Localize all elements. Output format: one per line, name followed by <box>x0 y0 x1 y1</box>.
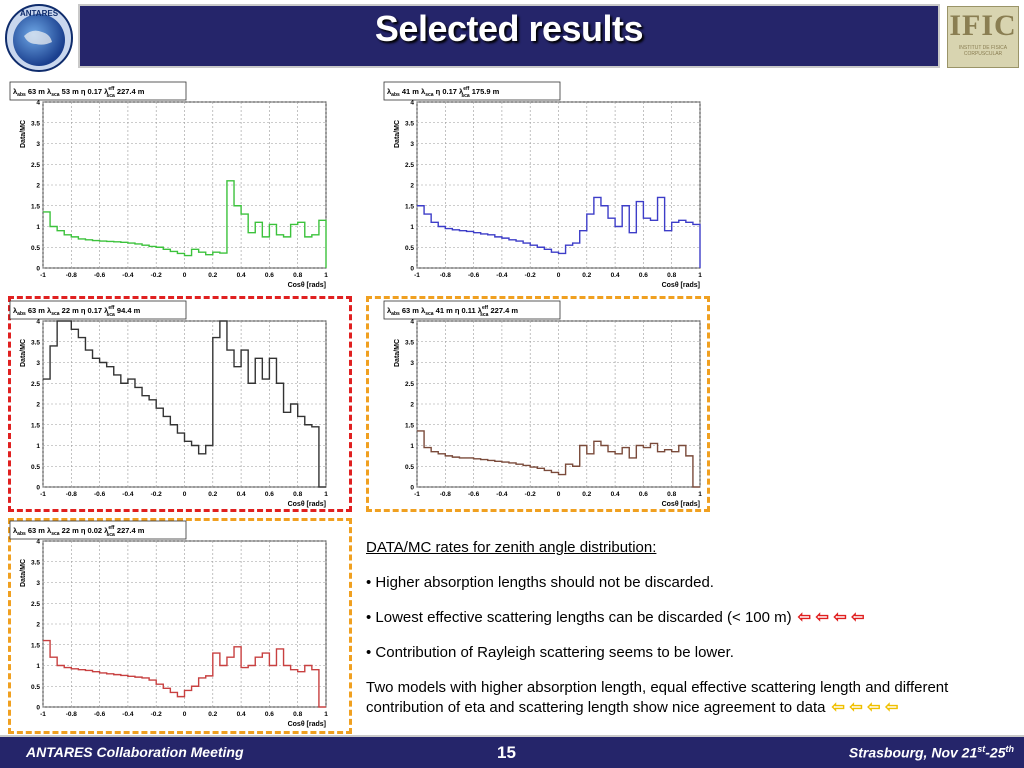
title-bar <box>78 4 940 68</box>
antares-logo: ANTARES <box>2 2 76 77</box>
x-tick-label: 0 <box>557 272 561 279</box>
x-tick-label: 1 <box>324 272 328 279</box>
y-tick-label: 2 <box>36 183 40 190</box>
y-tick-label: 1.5 <box>31 203 40 210</box>
y-tick-label: 2.5 <box>31 162 40 169</box>
x-tick-label: -1 <box>414 272 420 279</box>
chart-2: -1 -0.8 -0.6 -0.4 -0.2 0 0.2 0.4 0.6 0.8 1 0 0.5 1 1.5… <box>383 81 702 289</box>
highlight-frame-orange <box>8 518 352 734</box>
y-tick-label: 0 <box>36 266 40 273</box>
x-tick-label: 0.4 <box>611 272 620 279</box>
y-tick-label: 3 <box>36 141 40 148</box>
y-tick-label: 0.5 <box>405 245 414 252</box>
data-series-line <box>417 196 701 268</box>
x-tick-label: -0.6 <box>468 272 480 279</box>
x-tick-label: 0.2 <box>582 272 591 279</box>
slide-title: Selected results <box>374 8 644 49</box>
y-tick-label: 2.5 <box>405 162 414 169</box>
x-tick-label: -1 <box>40 272 46 279</box>
bullet-scattering: • Lowest effective scattering lengths ca… <box>366 609 792 626</box>
footer-meeting: ANTARES Collaboration Meeting <box>26 744 244 760</box>
x-tick-label: -0.4 <box>122 272 134 279</box>
chart-1: -1 -0.8 -0.6 -0.4 -0.2 0 0.2 0.4 0.6 0.8 1 0 0.5 1 1.5… <box>9 81 328 289</box>
legend-frame <box>9 81 187 101</box>
y-tick-label: 0.5 <box>31 245 40 252</box>
bullet-models: Two models with higher absorption length… <box>366 679 949 716</box>
footer-location-main: Strasbourg, Nov 21 <box>848 744 978 761</box>
y-tick-label: 2 <box>410 183 414 190</box>
x-tick-label: -0.2 <box>151 272 163 279</box>
x-axis-label: Cosθ [rads] <box>662 282 700 289</box>
data-series-line <box>43 180 327 268</box>
legend-text: λabs 41 m λsca η 0.17 λeff sca 175.9 m <box>387 86 500 99</box>
page-number: 15 <box>497 743 516 762</box>
footer-sup2: th <box>1005 744 1015 754</box>
bullet-rayleigh: • Contribution of Rayleigh scattering se… <box>366 644 734 661</box>
legend-text: λabs 63 m λsca 53 m η 0.17 λeff sca 227.4… <box>13 86 145 99</box>
y-tick-label: 0 <box>410 266 414 273</box>
y-tick-label: 1.5 <box>405 203 414 210</box>
bullet-scattering-wrap: • Lowest effective scattering lengths ca… <box>366 608 1016 628</box>
svg-text:ANTARES: ANTARES <box>20 9 59 18</box>
x-tick-label: 0.8 <box>293 272 302 279</box>
x-tick-label: 1 <box>698 272 702 279</box>
y-tick-label: 1 <box>36 224 40 231</box>
x-tick-label: 0 <box>183 272 187 279</box>
x-tick-label: -0.8 <box>66 272 78 279</box>
footer-sup1: st <box>977 744 986 754</box>
ific-logo-subtext: INSTITUT DE FISICA CORPUSCULAR <box>958 45 1008 57</box>
y-tick-label: 4 <box>36 100 40 107</box>
arrow-left-icon: ⇦ ⇦ ⇦ ⇦ <box>797 609 865 626</box>
bullet-absorption: • Higher absorption lengths should not b… <box>366 574 714 591</box>
y-tick-label: 3.5 <box>405 120 414 127</box>
y-tick-label: 1 <box>410 224 414 231</box>
y-axis-label: Data/MC <box>394 120 401 148</box>
bullet-models-wrap: Two models with higher absorption length… <box>366 678 1016 718</box>
y-tick-label: 4 <box>410 100 414 107</box>
x-tick-label: -0.4 <box>496 272 508 279</box>
y-tick-label: 3 <box>410 141 414 148</box>
x-axis-label: Cosθ [rads] <box>288 282 326 289</box>
notes-text: DATA/MC rates for zenith angle distribut… <box>366 538 1016 733</box>
legend-box <box>9 81 187 101</box>
x-tick-label: 0.2 <box>208 272 217 279</box>
y-axis-label: Data/MC <box>20 120 27 148</box>
highlight-frame-red <box>8 296 352 512</box>
ific-logo-text: IFIC <box>949 9 1017 42</box>
y-tick-label: 3.5 <box>31 120 40 127</box>
x-tick-label: -0.6 <box>94 272 106 279</box>
x-tick-label: 0.6 <box>265 272 274 279</box>
plot-area <box>42 101 327 269</box>
x-tick-label: 0.8 <box>667 272 676 279</box>
highlight-frame-orange <box>366 296 710 512</box>
footer-location-dash: -25 <box>985 744 1006 761</box>
footer-location: Strasbourg, Nov 21st-25th <box>849 744 1014 761</box>
x-tick-label: -0.2 <box>525 272 537 279</box>
legend-frame <box>383 81 561 101</box>
plot-area <box>416 101 701 269</box>
arrow-left-icon: ⇦ ⇦ ⇦ ⇦ <box>831 699 899 716</box>
footer-bar: ANTARES Collaboration Meeting 15 Strasbo… <box>0 735 1024 768</box>
legend-box <box>383 81 561 101</box>
notes-heading: DATA/MC rates for zenith angle distribut… <box>366 539 657 556</box>
ific-logo: IFIC INSTITUT DE FISICA CORPUSCULAR <box>947 6 1019 68</box>
x-tick-label: -0.8 <box>440 272 452 279</box>
x-tick-label: 0.4 <box>237 272 246 279</box>
x-tick-label: 0.6 <box>639 272 648 279</box>
